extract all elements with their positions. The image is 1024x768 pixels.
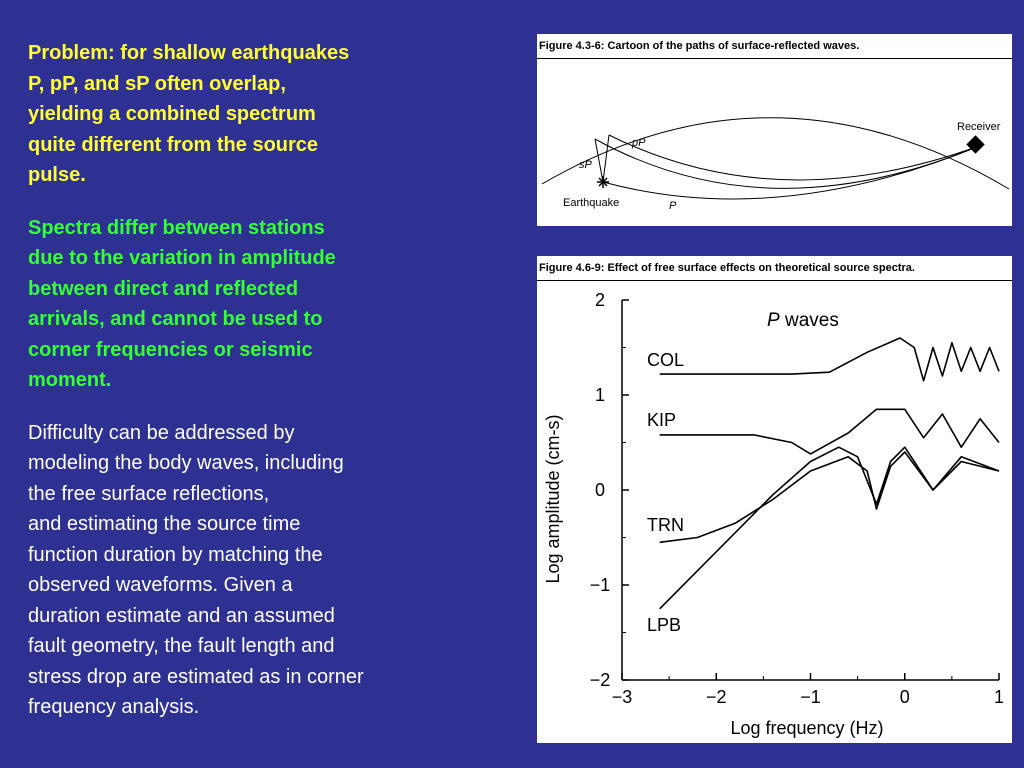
text-line: observed waveforms. Given a [28,574,293,596]
figure1-rule [537,58,1012,59]
figure1-caption: Figure 4.3-6: Cartoon of the paths of su… [539,40,860,52]
x-tick-label: 1 [994,687,1004,707]
series-line-kip [659,408,1000,455]
text-line: fault geometry, the fault length and [28,635,335,657]
p-label: P [669,200,677,212]
text-line: between direct and reflected [28,277,299,300]
text-line: frequency analysis. [28,696,200,718]
station-label-trn: TRN [647,515,684,535]
text-line: pulse. [28,164,86,186]
y-tick-label: −1 [590,575,611,595]
panel-title-rest: waves [780,310,839,331]
earth-surface-arc [541,117,1010,190]
spectra-paragraph: Spectra differ between stations due to t… [28,213,498,396]
text-line: moment. [28,369,112,391]
y-tick-label: 1 [595,385,605,405]
figure-source-spectra: Figure 4.6-9: Effect of free surface eff… [537,256,1012,743]
chart-series [659,337,1000,610]
text-line: Problem: for shallow earthquakes [28,42,350,64]
x-tick-label: −2 [706,687,727,707]
text-line: duration estimate and an assumed [28,604,335,627]
figure2-caption: Figure 4.6-9: Effect of free surface eff… [539,262,915,274]
figure-paths-cartoon: Figure 4.3-6: Cartoon of the paths of su… [537,34,1012,226]
text-line: Spectra differ between stations [28,216,325,239]
x-axis-label: Log frequency (Hz) [730,718,883,738]
problem-paragraph: Problem: for shallow earthquakes P, pP, … [28,38,498,191]
x-tick-label: −3 [612,687,633,707]
pp-upgoing-leg [602,134,610,183]
paths-diagram: Receiver pP sP Earthquake P [541,117,1010,212]
text-line: the free surface reflections, [28,482,270,505]
panel-title: P waves [767,310,839,331]
x-tick-label: 0 [900,687,910,707]
y-tick-label: 0 [595,480,605,500]
y-tick-label: −2 [590,670,611,690]
receiver-icon [966,135,985,154]
series-line-trn [659,451,1000,544]
pp-ray [608,134,980,181]
text-line: arrivals, and cannot be used to [28,308,323,330]
y-axis-label: Log amplitude (cm-s) [543,414,563,583]
panel-title-italic: P [767,310,780,331]
sp-label: sP [579,159,593,171]
text-line: and estimating the source time [28,513,301,535]
earthquake-star-icon [597,176,609,188]
x-tick-label: −1 [800,687,821,707]
y-tick-label: 2 [595,290,605,310]
text-line: corner frequencies or seismic [28,338,313,361]
text-line: function duration by matching the [28,543,323,566]
station-label-lpb: LPB [647,615,681,635]
text-column: Problem: for shallow earthquakes P, pP, … [28,38,498,723]
sp-ray [594,138,980,189]
series-line-col [659,337,1000,382]
station-label-kip: KIP [647,410,676,430]
text-line: stress drop are estimated as in corner [28,665,364,688]
text-line: due to the variation in amplitude [28,247,336,269]
text-line: quite different from the source [28,133,319,156]
pp-label: pP [631,137,646,149]
p-ray [602,145,980,200]
earthquake-label: Earthquake [563,197,619,209]
receiver-label: Receiver [957,121,1001,133]
text-line: modeling the body waves, including [28,452,344,474]
text-line: yielding a combined spectrum [28,103,316,125]
series-line-lpb [659,446,1000,610]
figure2-rule [537,280,1012,281]
text-line: P, pP, and sP often overlap, [28,72,286,95]
station-label-col: COL [647,350,684,370]
sp-upgoing-leg [594,138,604,183]
text-line: Difficulty can be addressed by [28,421,295,444]
difficulty-paragraph: Difficulty can be addressed by modeling … [28,418,498,723]
